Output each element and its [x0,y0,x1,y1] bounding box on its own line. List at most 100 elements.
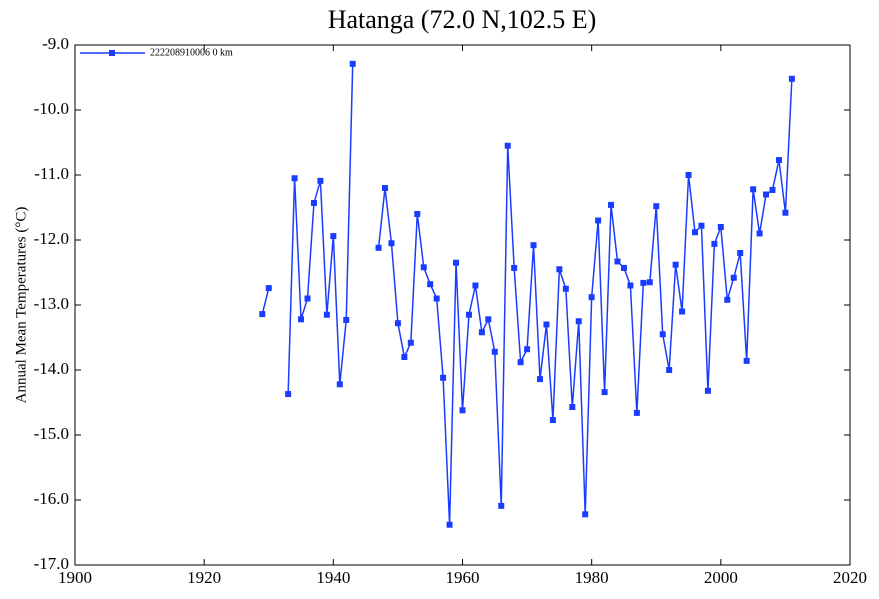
data-point [627,282,634,289]
data-point [711,240,718,247]
series-line [261,63,793,525]
data-point [608,201,615,208]
data-point [427,281,434,288]
x-tick-label: 1900 [58,568,92,587]
data-point [420,264,427,271]
data-point [750,186,757,193]
data-point [730,274,737,281]
y-tick-label: -16.0 [34,489,69,508]
data-point [763,191,770,198]
data-point [659,331,666,338]
plot-frame [74,44,851,566]
data-point [698,222,705,229]
y-tick-label: -17.0 [34,554,69,573]
data-point [569,404,576,411]
data-point [679,308,686,315]
data-point [633,409,640,416]
data-point [343,316,350,323]
x-tick-label: 1980 [575,568,609,587]
data-point [453,259,460,266]
data-point [375,244,382,251]
data-point [511,264,518,271]
data-point [459,407,466,414]
y-axis-label: Annual Mean Temperatures (°C) [13,207,29,404]
data-point [595,217,602,224]
y-tick-label: -15.0 [34,424,69,443]
data-point [666,367,673,373]
data-point [304,295,311,302]
data-point [562,285,569,292]
data-point [382,185,388,191]
y-tick-label: -9.0 [42,34,69,53]
data-point [646,279,653,286]
x-tick-label: 1960 [446,568,480,587]
data-point [265,285,272,292]
data-point [330,233,337,240]
data-point [485,316,492,323]
data-point [323,311,330,318]
data-point [601,389,608,396]
data-point [414,211,421,217]
data-point [549,417,556,424]
chart-title: Hatanga (72.0 N,102.5 E) [328,5,597,34]
y-tick-label: -10.0 [34,99,69,118]
data-point [743,357,750,364]
data-point [440,374,447,381]
data-point [349,60,356,67]
x-tick-label: 1940 [316,568,350,587]
data-point [472,282,479,289]
data-point [575,318,582,325]
data-point [291,175,298,182]
data-point [685,172,692,178]
data-point [498,502,505,509]
y-tick-label: -13.0 [34,294,69,313]
data-point [259,311,266,318]
data-point [756,230,763,237]
x-tick-label: 2020 [833,568,867,587]
data-point [672,261,679,268]
y-tick-label: -12.0 [34,229,69,248]
data-point [769,186,776,193]
data-point [401,354,408,360]
data-point [310,199,317,206]
x-tick-label: 2000 [704,568,738,587]
y-tick-label: -14.0 [34,359,69,378]
y-tick-label: -11.0 [34,164,69,183]
data-point [556,266,563,273]
data-point [530,242,537,249]
data-point [524,346,531,353]
data-point [588,294,595,301]
data-point [465,311,472,318]
data-point [620,264,627,271]
data-point [692,229,698,236]
data-point [737,250,744,256]
data-point [317,177,324,184]
data-point [640,279,647,286]
data-point [504,142,511,149]
x-tick-label: 1920 [187,568,221,587]
data-point [724,296,731,303]
data-point [478,329,485,336]
data-point [491,348,498,355]
data-point [407,339,414,346]
data-point [394,320,401,327]
data-point [537,376,543,383]
data-point [788,75,795,82]
data-point [517,359,524,366]
data-point [653,203,660,210]
data-point [775,157,782,164]
data-point [704,387,711,394]
data-point [717,224,724,230]
data-point [582,511,589,518]
data-point [388,240,395,247]
data-point [336,381,343,388]
legend-label: 222208910006 0 km [150,47,233,58]
data-point [614,258,621,265]
data-point [446,521,453,528]
data-point [543,321,550,328]
data-point [782,209,789,216]
legend-marker [109,50,115,56]
data-point [285,391,292,398]
data-point [433,295,440,302]
